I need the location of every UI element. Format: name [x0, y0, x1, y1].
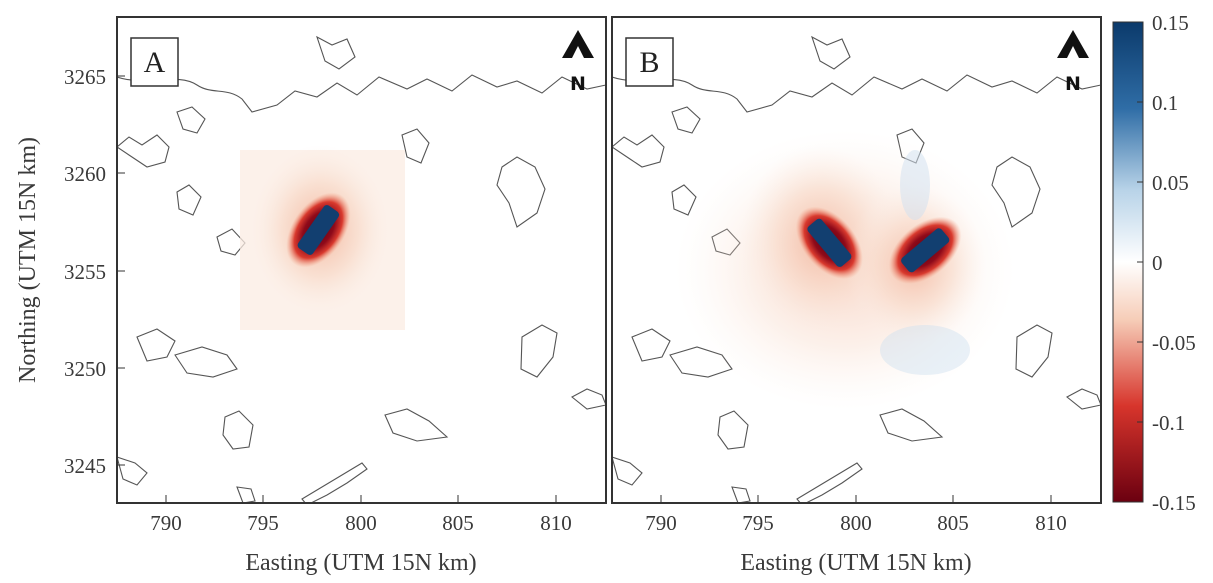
y-tick-label: 3265 — [64, 65, 106, 89]
panel-a-map — [117, 36, 606, 503]
anomaly-source — [795, 206, 863, 280]
panel-a-anomaly-source — [286, 192, 351, 268]
north-arrow-icon — [562, 30, 594, 58]
panel-b-north-label: N — [1065, 73, 1081, 95]
x-tick-label: 805 — [442, 511, 474, 535]
anomaly-source — [888, 216, 962, 284]
colorbar-tick-label: -0.05 — [1152, 331, 1196, 355]
anomaly-source — [286, 192, 351, 268]
panel-b-map — [612, 36, 1101, 503]
panel-a-x-axis: 790 795 800 805 810 Easting (UTM 15N km) — [150, 495, 572, 576]
panel-b-letter: B — [639, 46, 659, 79]
colorbar-tick-label: 0.15 — [1152, 11, 1189, 35]
x-tick-label: 800 — [345, 511, 377, 535]
x-tick-label: 805 — [937, 511, 969, 535]
colorbar: 0.15 0.1 0.05 0 -0.05 -0.1 -0.15 — [1112, 11, 1196, 515]
panel-b-anomaly-field — [675, 130, 1015, 410]
x-axis-title: Easting (UTM 15N km) — [740, 550, 971, 576]
colorbar-tick-label: -0.15 — [1152, 491, 1196, 515]
x-tick-label: 795 — [247, 511, 279, 535]
panel-b: B N 790 795 800 805 810 Easting (UTM 15N… — [611, 16, 1102, 576]
colorbar-tick-label: 0.05 — [1152, 171, 1189, 195]
y-tick-label: 3260 — [64, 162, 106, 186]
x-tick-label: 810 — [1035, 511, 1067, 535]
x-tick-label: 790 — [645, 511, 677, 535]
panel-a-anomaly-field — [240, 145, 405, 330]
panel-b-letter-box: B — [625, 37, 674, 87]
x-tick-label: 810 — [540, 511, 572, 535]
panel-b-x-axis: 790 795 800 805 810 Easting (UTM 15N km) — [645, 495, 1067, 576]
y-tick-label: 3250 — [64, 357, 106, 381]
panel-a-y-axis: 3265 3260 3255 3250 3245 Northing (UTM 1… — [15, 65, 125, 478]
y-tick-label: 3245 — [64, 454, 106, 478]
colorbar-ticks: 0.15 0.1 0.05 0 -0.05 -0.1 -0.15 — [1137, 11, 1196, 515]
x-tick-label: 790 — [150, 511, 182, 535]
colorbar-tick-label: 0 — [1152, 251, 1163, 275]
panel-a-letter: A — [144, 46, 166, 79]
panel-a-north-label: N — [570, 73, 586, 95]
y-tick-label: 3255 — [64, 260, 106, 284]
panel-a-letter-box: A — [130, 37, 179, 87]
y-axis-title: Northing (UTM 15N km) — [15, 137, 41, 383]
panel-b-anomaly-sources — [795, 206, 962, 284]
colorbar-tick-label: 0.1 — [1152, 91, 1178, 115]
panel-b-north-arrow: N — [1057, 30, 1089, 95]
x-axis-title: Easting (UTM 15N km) — [245, 550, 476, 576]
north-arrow-icon — [1057, 30, 1089, 58]
x-tick-label: 800 — [840, 511, 872, 535]
x-tick-label: 795 — [742, 511, 774, 535]
panel-a: A N 3265 3260 3255 3250 3245 Northing (U… — [15, 16, 607, 576]
colorbar-tick-label: -0.1 — [1152, 411, 1185, 435]
panel-a-north-arrow: N — [562, 30, 594, 95]
